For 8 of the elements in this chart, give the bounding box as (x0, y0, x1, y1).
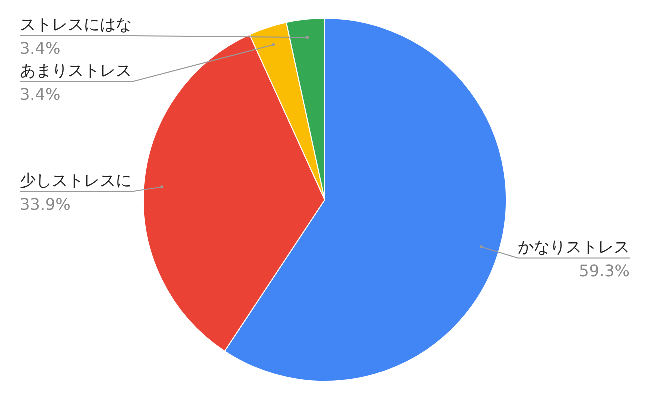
slice-label: ストレスにはな (20, 15, 132, 34)
data-label: 3.4% (20, 85, 61, 104)
slice-label: あまりストレス (20, 61, 132, 80)
slice-label: かなりストレス (518, 237, 630, 256)
data-label: 59.3% (579, 261, 630, 280)
slice-label: 少しストレスに (20, 170, 132, 190)
data-label: 33.9% (20, 194, 71, 214)
data-label: 3.4% (20, 39, 61, 58)
